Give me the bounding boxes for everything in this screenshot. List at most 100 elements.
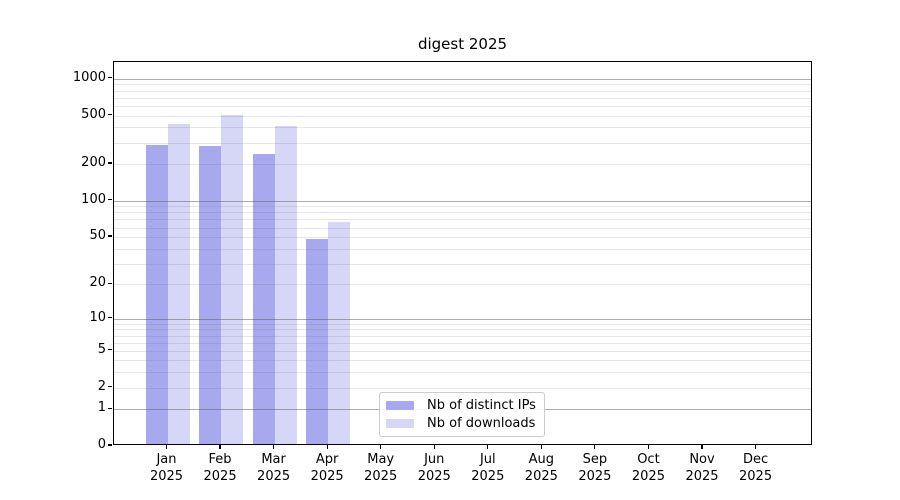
x-tick-label-line: 2025 xyxy=(149,468,184,484)
x-tick-label: Apr 2025 xyxy=(299,452,355,485)
y-tick-mark xyxy=(108,444,113,446)
bar-nb-of-distinct-ips xyxy=(252,154,275,444)
gridline-minor xyxy=(114,335,811,337)
x-tick-label: Jan 2025 xyxy=(139,452,195,485)
bar-nb-of-distinct-ips xyxy=(145,145,168,444)
bar-nb-of-downloads xyxy=(167,124,190,444)
x-tick-mark xyxy=(754,445,757,450)
x-tick-label: Feb 2025 xyxy=(192,452,248,485)
x-tick-label: Nov 2025 xyxy=(674,452,730,485)
x-tick-label: Mar 2025 xyxy=(246,452,302,485)
x-tick-mark xyxy=(326,445,328,450)
x-tick-mark xyxy=(487,445,489,450)
x-tick-mark xyxy=(594,445,596,450)
y-tick-label: 20 xyxy=(89,275,106,291)
plot-area xyxy=(113,61,812,445)
y-tick-mark xyxy=(108,113,113,116)
y-tick-mark xyxy=(108,282,113,284)
x-tick-label-line: Nov xyxy=(689,452,715,467)
x-tick-mark xyxy=(380,445,382,450)
gridline-minor xyxy=(114,323,811,325)
legend-item-downloads: Nb of downloads xyxy=(386,416,540,431)
x-tick-mark xyxy=(433,445,435,450)
gridline-minor xyxy=(114,342,811,344)
x-tick-mark xyxy=(540,445,542,450)
gridline-minor xyxy=(114,206,811,208)
gridline-minor xyxy=(114,164,811,166)
x-tick-label-line: Feb xyxy=(208,452,232,467)
x-tick-label-line: 2025 xyxy=(739,468,773,484)
x-tick-label-line: 2025 xyxy=(524,468,558,484)
bar-nb-of-distinct-ips xyxy=(306,239,329,444)
legend-swatch-downloads xyxy=(386,419,414,428)
gridline-minor xyxy=(114,90,811,92)
x-tick-label: Aug 2025 xyxy=(513,452,569,485)
gridline-minor xyxy=(114,115,811,117)
x-tick-label: Jun 2025 xyxy=(406,452,462,485)
x-tick-label-line: Oct xyxy=(637,452,660,467)
gridline-major xyxy=(114,318,811,320)
y-tick-label: 500 xyxy=(81,106,106,122)
x-tick-label-line: Aug xyxy=(528,452,555,467)
x-tick-label-line: Dec xyxy=(742,452,769,467)
x-tick-mark xyxy=(219,445,221,450)
x-tick-label-line: 2025 xyxy=(631,468,665,484)
y-tick-mark xyxy=(108,407,113,409)
x-tick-label: Oct 2025 xyxy=(620,452,676,485)
y-tick-label: 0 xyxy=(97,437,106,452)
legend-item-distinct-ips: Nb of distinct IPs xyxy=(386,398,540,413)
y-tick-label: 2 xyxy=(97,378,106,394)
y-tick-mark xyxy=(108,77,113,79)
x-tick-label-line: 2025 xyxy=(364,468,398,484)
x-tick-label-line: 2025 xyxy=(471,468,505,484)
x-tick-mark xyxy=(165,445,168,450)
y-tick-label: 1 xyxy=(97,400,106,416)
x-tick-label-line: Jun xyxy=(424,452,445,467)
y-tick-mark xyxy=(108,162,113,164)
x-tick-label-line: Jan xyxy=(156,452,177,467)
x-tick-label: Sep 2025 xyxy=(567,452,623,485)
x-tick-label-line: Sep xyxy=(582,452,608,467)
x-tick-label-line: Apr xyxy=(315,452,339,467)
x-tick-label-line: 2025 xyxy=(578,468,612,484)
bar-nb-of-downloads xyxy=(328,222,351,444)
x-tick-label-line: 2025 xyxy=(203,468,237,484)
gridline-minor xyxy=(114,237,811,238)
gridline-minor xyxy=(114,84,811,86)
gridline-minor xyxy=(114,329,811,331)
gridline-minor xyxy=(114,360,811,362)
x-tick-label-line: 2025 xyxy=(257,468,291,484)
legend-label-distinct-ips: Nb of distinct IPs xyxy=(427,398,536,413)
y-tick-mark xyxy=(108,316,113,319)
gridline-minor xyxy=(114,263,811,265)
x-tick-label: Jul 2025 xyxy=(460,452,516,485)
bar-nb-of-distinct-ips xyxy=(199,146,222,444)
y-tick-label: 1000 xyxy=(72,69,106,85)
legend-label-downloads: Nb of downloads xyxy=(427,416,536,431)
x-tick-label: May 2025 xyxy=(353,452,409,485)
gridline-minor xyxy=(114,212,811,214)
gridline-major xyxy=(114,78,811,80)
y-tick-label: 50 xyxy=(89,227,106,243)
y-tick-label: 200 xyxy=(81,155,106,171)
gridline-minor xyxy=(114,219,811,221)
gridline-minor xyxy=(114,127,811,129)
y-tick-label: 100 xyxy=(81,191,106,207)
gridline-minor xyxy=(114,142,811,144)
legend-swatch-distinct-ips xyxy=(386,401,414,410)
x-tick-mark xyxy=(647,445,650,450)
x-tick-label-line: 2025 xyxy=(685,468,719,484)
gridline-minor xyxy=(114,372,811,374)
y-tick-mark xyxy=(108,235,113,237)
gridline-minor xyxy=(114,284,811,286)
x-tick-mark xyxy=(273,445,275,450)
y-tick-label: 10 xyxy=(89,309,106,325)
x-tick-label: Dec 2025 xyxy=(728,452,784,485)
chart-title: digest 2025 xyxy=(417,35,508,53)
y-tick-mark xyxy=(108,386,113,388)
x-tick-label-line: Mar xyxy=(261,452,286,467)
gridline-minor xyxy=(114,350,811,352)
x-tick-label-line: May xyxy=(367,452,395,467)
y-tick-label: 5 xyxy=(97,341,106,357)
